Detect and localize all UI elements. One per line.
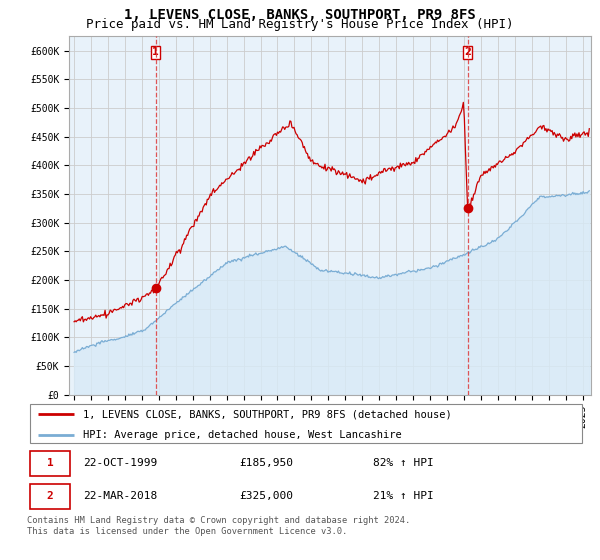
FancyBboxPatch shape [30,451,70,475]
Text: HPI: Average price, detached house, West Lancashire: HPI: Average price, detached house, West… [83,430,401,440]
Text: 1, LEVENS CLOSE, BANKS, SOUTHPORT, PR9 8FS (detached house): 1, LEVENS CLOSE, BANKS, SOUTHPORT, PR9 8… [83,409,452,419]
Text: 22-MAR-2018: 22-MAR-2018 [83,491,157,501]
Text: 2: 2 [47,491,53,501]
FancyBboxPatch shape [30,404,582,444]
Text: 2: 2 [464,47,471,57]
Text: 22-OCT-1999: 22-OCT-1999 [83,459,157,469]
FancyBboxPatch shape [30,484,70,508]
Text: 82% ↑ HPI: 82% ↑ HPI [373,459,434,469]
Text: 21% ↑ HPI: 21% ↑ HPI [373,491,434,501]
Text: Contains HM Land Registry data © Crown copyright and database right 2024.
This d: Contains HM Land Registry data © Crown c… [27,516,410,536]
Text: £185,950: £185,950 [239,459,293,469]
Text: 1: 1 [152,47,159,57]
Text: £325,000: £325,000 [239,491,293,501]
Text: 1, LEVENS CLOSE, BANKS, SOUTHPORT, PR9 8FS: 1, LEVENS CLOSE, BANKS, SOUTHPORT, PR9 8… [124,8,476,22]
Text: 1: 1 [47,459,53,469]
Text: Price paid vs. HM Land Registry's House Price Index (HPI): Price paid vs. HM Land Registry's House … [86,18,514,31]
